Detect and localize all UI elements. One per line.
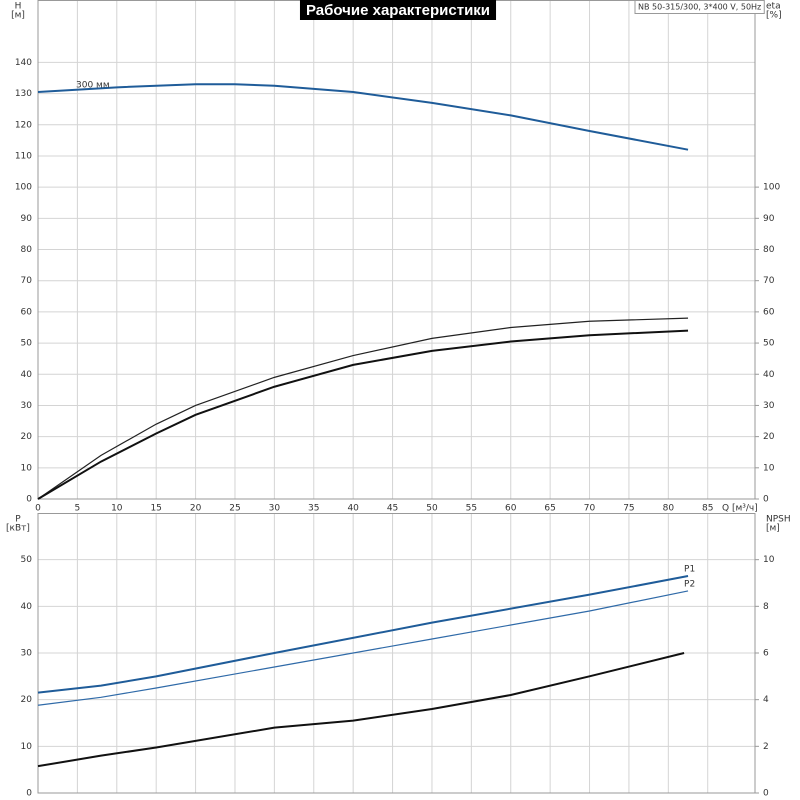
y-axis-unit: [м] [11,11,25,21]
series-line [37,329,689,500]
y-axis-label: P [15,515,21,525]
x-tick-label: 70 [584,504,596,514]
subtitle: NB 50-315/300, 3*400 V, 50Hz [638,3,761,12]
x-tick-label: 20 [190,504,202,514]
y2-tick-label: 100 [763,183,780,193]
series-label: P2 [684,579,695,589]
y2-tick-label: 8 [763,602,769,612]
x-tick-label: 55 [466,504,477,514]
y-tick-label: 10 [21,742,33,752]
y2-tick-label: 10 [763,555,775,565]
y-tick-label: 20 [21,432,33,442]
y2-tick-label: 70 [763,276,775,286]
subtitle-box [634,0,765,14]
series-line [37,590,689,706]
y-tick-label: 100 [15,183,32,193]
y-tick-label: 70 [21,276,33,286]
y2-axis-label: eta [766,2,781,12]
series-line [37,83,689,151]
y-axis-label: H [15,2,22,12]
y2-tick-label: 10 [763,463,775,473]
y-tick-label: 80 [21,245,33,255]
y2-tick-label: 4 [763,695,769,705]
y2-tick-label: 90 [763,214,775,224]
x-tick-label: 25 [229,504,240,514]
y-tick-label: 30 [21,401,33,411]
y2-tick-label: 60 [763,307,775,317]
x-tick-label: 60 [505,504,517,514]
y-tick-label: 130 [15,89,32,99]
y2-axis-label: NPSH [766,515,791,525]
y-tick-label: 40 [21,370,33,380]
y-tick-label: 90 [21,214,33,224]
y-tick-label: 30 [21,649,33,659]
x-tick-label: 30 [269,504,281,514]
y-tick-label: 0 [26,495,32,505]
x-tick-label: 50 [426,504,438,514]
y-tick-label: 110 [15,151,32,161]
x-tick-label: 65 [544,504,555,514]
series-label: P1 [684,565,695,575]
x-tick-label: 10 [111,504,123,514]
series-label: 300 мм [76,81,110,91]
x-tick-label: 85 [702,504,713,514]
x-tick-label: 5 [75,504,81,514]
x-tick-label: 75 [623,504,634,514]
plot-frame [37,513,756,794]
y-tick-label: 10 [21,463,33,473]
y-tick-label: 120 [15,120,32,130]
x-tick-label: 0 [35,504,41,514]
x-tick-label: 15 [150,504,161,514]
y2-tick-label: 40 [763,370,775,380]
x-tick-label: 80 [663,504,675,514]
x-axis-label: Q [м³/ч] [722,504,758,514]
x-tick-label: 45 [387,504,398,514]
x-tick-label: 35 [308,504,319,514]
title-background [299,0,497,20]
y2-tick-label: 50 [763,339,775,349]
series-line [37,652,685,768]
y2-tick-label: 6 [763,649,769,659]
y-tick-label: 20 [21,695,33,705]
y-tick-label: 50 [21,555,33,565]
y2-tick-label: 20 [763,432,775,442]
y2-axis-unit: [%] [766,11,782,21]
y2-axis-unit: [м] [766,524,780,534]
x-tick-label: 40 [347,504,359,514]
series-line [37,317,689,500]
y-tick-label: 140 [15,58,32,68]
chart-title: Рабочие характеристики [306,2,490,19]
y-tick-label: 40 [21,602,33,612]
y-axis-unit: [кВт] [6,524,30,534]
y-tick-label: 0 [26,789,32,799]
series-line [37,575,689,694]
y2-tick-label: 0 [763,789,769,799]
y-tick-label: 60 [21,307,33,317]
y2-tick-label: 0 [763,495,769,505]
y-tick-label: 50 [21,339,33,349]
y2-tick-label: 80 [763,245,775,255]
y2-tick-label: 30 [763,401,775,411]
y2-tick-label: 2 [763,742,769,752]
